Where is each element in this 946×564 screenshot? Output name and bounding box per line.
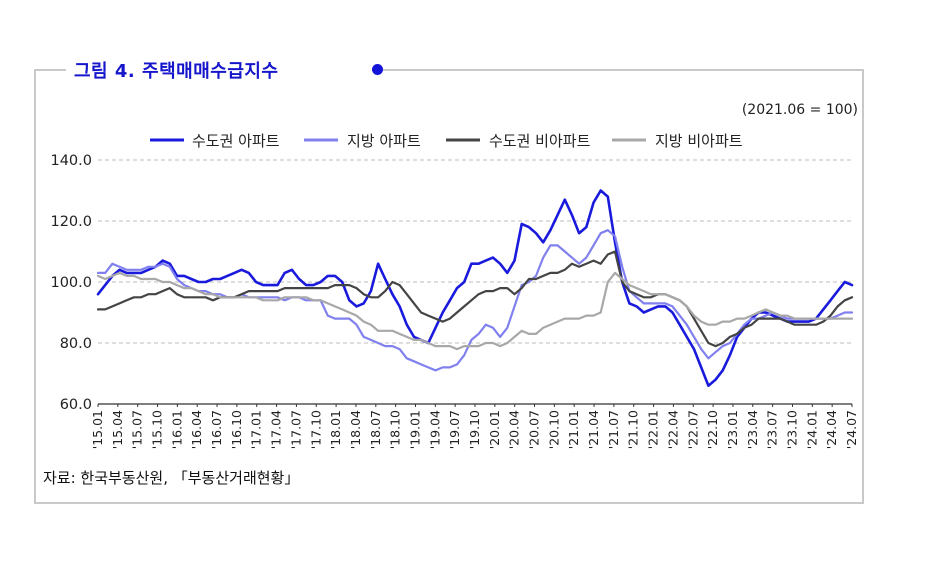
series-line-2 bbox=[96, 229, 854, 372]
figure-frame bbox=[34, 70, 864, 504]
y-tick-label: 80.0 bbox=[60, 336, 92, 352]
x-tick-label: '24.04 bbox=[824, 410, 839, 449]
x-tick-label: '21.04 bbox=[586, 410, 601, 449]
unit-note: (2021.06 = 100) bbox=[741, 102, 858, 118]
y-tick-label: 140.0 bbox=[50, 153, 92, 169]
x-tick-label: '21.07 bbox=[606, 410, 621, 449]
legend-label-1: 수도권 아파트 bbox=[192, 132, 280, 150]
series-line-3 bbox=[96, 250, 854, 348]
frame-top-right-line bbox=[383, 69, 864, 71]
x-tick-label: '18.07 bbox=[368, 410, 383, 449]
x-tick-label: '22.04 bbox=[665, 410, 680, 449]
x-tick-label: '16.04 bbox=[189, 410, 204, 449]
x-tick-label: '16.01 bbox=[169, 410, 184, 449]
x-tick-label: '18.10 bbox=[388, 410, 403, 449]
x-tick-label: '21.01 bbox=[566, 410, 581, 449]
x-tick-label: '15.10 bbox=[150, 410, 165, 449]
y-tick-label: 100.0 bbox=[50, 275, 92, 291]
x-tick-label: '19.07 bbox=[447, 410, 462, 449]
series-line-1 bbox=[96, 189, 854, 388]
title-dot-icon bbox=[372, 64, 383, 75]
x-tick-label: '22.01 bbox=[646, 410, 661, 449]
x-tick-label: '21.10 bbox=[626, 410, 641, 449]
x-tick-label: '20.01 bbox=[487, 410, 502, 449]
x-tick-label: '17.10 bbox=[308, 410, 323, 449]
x-tick-label: '22.10 bbox=[705, 410, 720, 449]
x-tick-label: '23.07 bbox=[765, 410, 780, 449]
legend-label-3: 수도권 비아파트 bbox=[489, 132, 591, 150]
x-tick-label: '17.01 bbox=[249, 410, 264, 449]
x-tick-label: '15.07 bbox=[130, 410, 145, 449]
x-tick-label: '15.01 bbox=[90, 410, 105, 449]
x-tick-label: '24.01 bbox=[804, 410, 819, 449]
x-tick-label: '23.04 bbox=[745, 410, 760, 449]
source-note: 자료: 한국부동산원, 「부동산거래현황」 bbox=[43, 469, 300, 487]
x-tick-label: '16.07 bbox=[209, 410, 224, 449]
y-tick-label: 60.0 bbox=[60, 397, 92, 413]
x-tick-label: '23.01 bbox=[725, 410, 740, 449]
x-tick-label: '23.10 bbox=[784, 410, 799, 449]
y-tick-label: 120.0 bbox=[50, 214, 92, 230]
x-tick-label: '20.04 bbox=[507, 410, 522, 449]
x-tick-label: '22.07 bbox=[685, 410, 700, 449]
x-tick-label: '20.10 bbox=[546, 410, 561, 449]
x-tick-label: '18.04 bbox=[348, 410, 363, 449]
legend-label-2: 지방 아파트 bbox=[347, 132, 421, 150]
series-line-4 bbox=[96, 271, 854, 351]
x-tick-label: '17.07 bbox=[288, 410, 303, 449]
figure-title: 그림 4. 주택매매수급지수 bbox=[74, 61, 279, 82]
x-tick-label: '16.10 bbox=[229, 410, 244, 449]
x-tick-label: '19.10 bbox=[467, 410, 482, 449]
x-tick-label: '24.07 bbox=[844, 410, 859, 449]
x-tick-label: '18.01 bbox=[328, 410, 343, 449]
x-tick-label: '17.04 bbox=[269, 410, 284, 449]
x-tick-label: '19.01 bbox=[407, 410, 422, 449]
frame-top-left-line bbox=[34, 69, 66, 71]
x-tick-label: '20.07 bbox=[527, 410, 542, 449]
legend-label-4: 지방 비아파트 bbox=[655, 132, 743, 150]
x-tick-label: '15.04 bbox=[110, 410, 125, 449]
x-tick-label: '19.04 bbox=[427, 410, 442, 449]
